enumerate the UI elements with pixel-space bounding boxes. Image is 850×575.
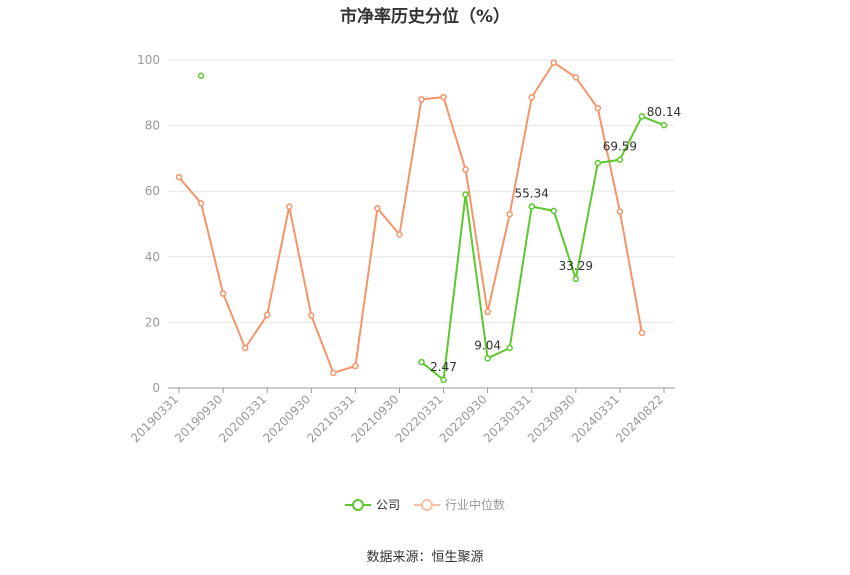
y-tick-label: 20 [145, 315, 160, 329]
data-point [197, 72, 205, 79]
data-label: 80.14 [647, 105, 681, 119]
data-point [484, 355, 491, 362]
series-line-company [420, 115, 665, 381]
data-point [484, 308, 491, 316]
data-point [594, 104, 602, 112]
legend-company-marker [344, 498, 371, 511]
data-label: 33.29 [559, 259, 593, 273]
data-point [396, 231, 403, 238]
data-point [462, 166, 469, 173]
data-point [638, 113, 646, 120]
legend-item-industry[interactable]: 行业中位数 [414, 496, 505, 513]
data-point [660, 121, 668, 129]
data-point [263, 311, 271, 319]
data-point [462, 191, 469, 198]
data-label: 2.47 [430, 360, 457, 374]
data-point [285, 203, 293, 210]
legend-industry-label: 行业中位数 [445, 498, 506, 512]
data-point [616, 208, 624, 215]
y-tick-label: 0 [152, 381, 160, 395]
data-point [374, 205, 381, 212]
data-point [528, 94, 535, 101]
y-tick-label: 60 [145, 184, 160, 198]
data-point [330, 369, 337, 377]
legend: 公司 行业中位数 [0, 496, 850, 513]
data-point [418, 96, 425, 103]
legend-company-label: 公司 [375, 498, 400, 512]
data-point [506, 344, 513, 352]
x-tick-label: 20240822 [613, 392, 666, 445]
data-label: 69.59 [603, 140, 637, 154]
y-tick-label: 80 [145, 119, 160, 133]
data-label: 9.04 [474, 338, 501, 352]
data-point [594, 159, 602, 167]
data-point [550, 59, 558, 66]
data-point [572, 74, 580, 81]
data-point [352, 362, 359, 370]
data-point [550, 207, 558, 215]
data-point [572, 275, 580, 283]
data-point [616, 156, 624, 163]
data-point [175, 173, 183, 181]
data-point [308, 312, 315, 319]
series-line-industry [178, 61, 643, 374]
data-point [418, 358, 425, 366]
data-source: 数据来源：恒生聚源 [366, 550, 484, 565]
data-point [197, 200, 205, 207]
data-label: 55.34 [515, 186, 549, 200]
data-point [506, 210, 513, 218]
data-point [219, 290, 227, 297]
legend-item-company[interactable]: 公司 [344, 496, 400, 513]
data-point [440, 376, 447, 384]
data-point [241, 344, 249, 352]
data-point [440, 93, 447, 101]
legend-industry-marker [414, 498, 440, 511]
data-point [528, 203, 535, 210]
y-tick-label: 40 [145, 250, 160, 264]
data-point [638, 329, 646, 337]
chart-title: 市净率历史分位（%） [339, 7, 511, 27]
y-tick-label: 100 [137, 53, 160, 67]
